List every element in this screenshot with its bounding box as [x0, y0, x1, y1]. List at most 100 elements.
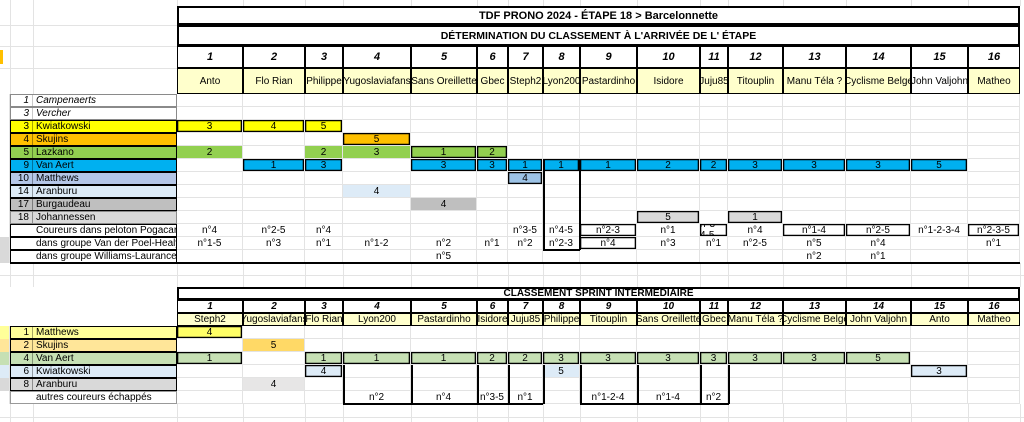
grid-cell[interactable] [508, 133, 543, 146]
grid-cell[interactable] [911, 378, 968, 391]
column-number-cell[interactable]: 16 [968, 46, 1020, 68]
grid-cell[interactable] [783, 107, 846, 120]
grid-cell[interactable] [728, 198, 783, 211]
row-label[interactable]: 6 Kwiatkowski [10, 365, 177, 378]
column-number-cell[interactable]: 14 [846, 46, 911, 68]
grid-cell[interactable]: n°2-3 [580, 224, 637, 237]
column-number-cell[interactable]: 3 [305, 46, 343, 68]
player-name-cell[interactable]: Pastardinho [580, 68, 637, 94]
grid-cell[interactable] [343, 198, 411, 211]
grid-cell[interactable] [177, 172, 243, 185]
grid-cell[interactable] [411, 107, 477, 120]
grid-cell[interactable] [177, 339, 243, 352]
grid-cell[interactable] [783, 94, 846, 107]
row-label[interactable]: 3 Vercher [10, 107, 177, 120]
grid-cell[interactable] [177, 198, 243, 211]
grid-cell[interactable] [508, 94, 543, 107]
grid-cell[interactable] [968, 159, 1020, 172]
grid-cell[interactable] [700, 120, 728, 133]
grid-cell[interactable] [846, 378, 911, 391]
column-number-cell[interactable]: 5 [411, 46, 477, 68]
grid-cell[interactable] [305, 185, 343, 198]
grid-cell[interactable]: 5 [637, 211, 700, 224]
grid-cell[interactable] [580, 198, 637, 211]
grid-cell[interactable] [580, 107, 637, 120]
grid-cell[interactable] [243, 107, 305, 120]
grid-cell[interactable] [477, 120, 508, 133]
grid-cell[interactable] [243, 94, 305, 107]
column-number-cell[interactable]: 14 [846, 300, 911, 313]
column-number-cell[interactable]: 9 [580, 46, 637, 68]
grid-cell[interactable]: 3 [846, 159, 911, 172]
grid-cell[interactable] [637, 326, 700, 339]
grid-cell[interactable] [543, 326, 580, 339]
grid-cell[interactable] [543, 120, 580, 133]
grid-cell[interactable]: 3 [637, 352, 700, 365]
grid-cell[interactable] [968, 172, 1020, 185]
grid-cell[interactable] [637, 185, 700, 198]
grid-cell[interactable] [968, 391, 1020, 404]
grid-cell[interactable] [911, 237, 968, 250]
grid-cell[interactable] [580, 146, 637, 159]
grid-cell[interactable] [243, 146, 305, 159]
column-number-cell[interactable]: 8 [543, 46, 580, 68]
grid-cell[interactable] [543, 133, 580, 146]
grid-cell[interactable] [911, 326, 968, 339]
grid-cell[interactable] [477, 185, 508, 198]
grid-cell[interactable] [968, 94, 1020, 107]
grid-cell[interactable] [968, 352, 1020, 365]
grid-cell[interactable] [846, 326, 911, 339]
grid-cell[interactable] [911, 339, 968, 352]
column-number-cell[interactable]: 8 [543, 300, 580, 313]
grid-cell[interactable]: 4 [508, 172, 543, 185]
row-label[interactable]: 5 Lazkano [10, 146, 177, 159]
grid-cell[interactable]: 3 [411, 159, 477, 172]
grid-cell[interactable] [543, 172, 580, 185]
player-name-cell[interactable]: Sans Oreillette [637, 313, 700, 326]
grid-cell[interactable] [343, 211, 411, 224]
grid-cell[interactable]: n°4 [846, 237, 911, 250]
grid-cell[interactable]: n°1-2-3-4 [911, 224, 968, 237]
grid-cell[interactable]: 2 [477, 146, 508, 159]
grid-cell[interactable] [580, 365, 637, 378]
grid-cell[interactable]: n°2-5 [243, 224, 305, 237]
grid-cell[interactable]: 3 [477, 159, 508, 172]
grid-cell[interactable] [243, 326, 305, 339]
grid-cell[interactable]: 4 [343, 185, 411, 198]
grid-cell[interactable] [580, 94, 637, 107]
column-number-cell[interactable]: 4 [343, 46, 411, 68]
grid-cell[interactable]: 5 [343, 133, 411, 146]
player-name-cell[interactable]: John Valjohn [846, 313, 911, 326]
grid-cell[interactable]: 5 [543, 365, 580, 378]
grid-cell[interactable] [846, 211, 911, 224]
grid-cell[interactable]: 3 [580, 352, 637, 365]
grid-cell[interactable] [411, 133, 477, 146]
grid-cell[interactable] [580, 211, 637, 224]
column-number-cell[interactable]: 12 [728, 46, 783, 68]
grid-cell[interactable]: 1 [411, 352, 477, 365]
grid-cell[interactable]: n°1 [305, 237, 343, 250]
grid-cell[interactable] [508, 378, 543, 391]
player-name-cell[interactable]: Steph2 [508, 68, 543, 94]
grid-cell[interactable] [783, 146, 846, 159]
grid-cell[interactable] [728, 185, 783, 198]
grid-cell[interactable]: 1 [508, 159, 543, 172]
column-number-cell[interactable]: 6 [477, 300, 508, 313]
column-number-cell[interactable]: 11 [700, 46, 728, 68]
grid-cell[interactable]: 3 [305, 159, 343, 172]
grid-cell[interactable] [411, 94, 477, 107]
grid-cell[interactable] [728, 378, 783, 391]
grid-cell[interactable]: n°2-5 [846, 224, 911, 237]
grid-cell[interactable] [411, 185, 477, 198]
grid-cell[interactable] [846, 146, 911, 159]
grid-cell[interactable] [968, 378, 1020, 391]
player-name-cell[interactable]: Gbec [477, 68, 508, 94]
grid-cell[interactable] [783, 133, 846, 146]
grid-cell[interactable]: n°4-5 [543, 224, 580, 237]
grid-cell[interactable] [305, 326, 343, 339]
grid-cell[interactable] [700, 365, 728, 378]
grid-cell[interactable] [911, 146, 968, 159]
grid-cell[interactable] [968, 198, 1020, 211]
column-number-cell[interactable]: 15 [911, 46, 968, 68]
grid-cell[interactable]: 4 [411, 198, 477, 211]
